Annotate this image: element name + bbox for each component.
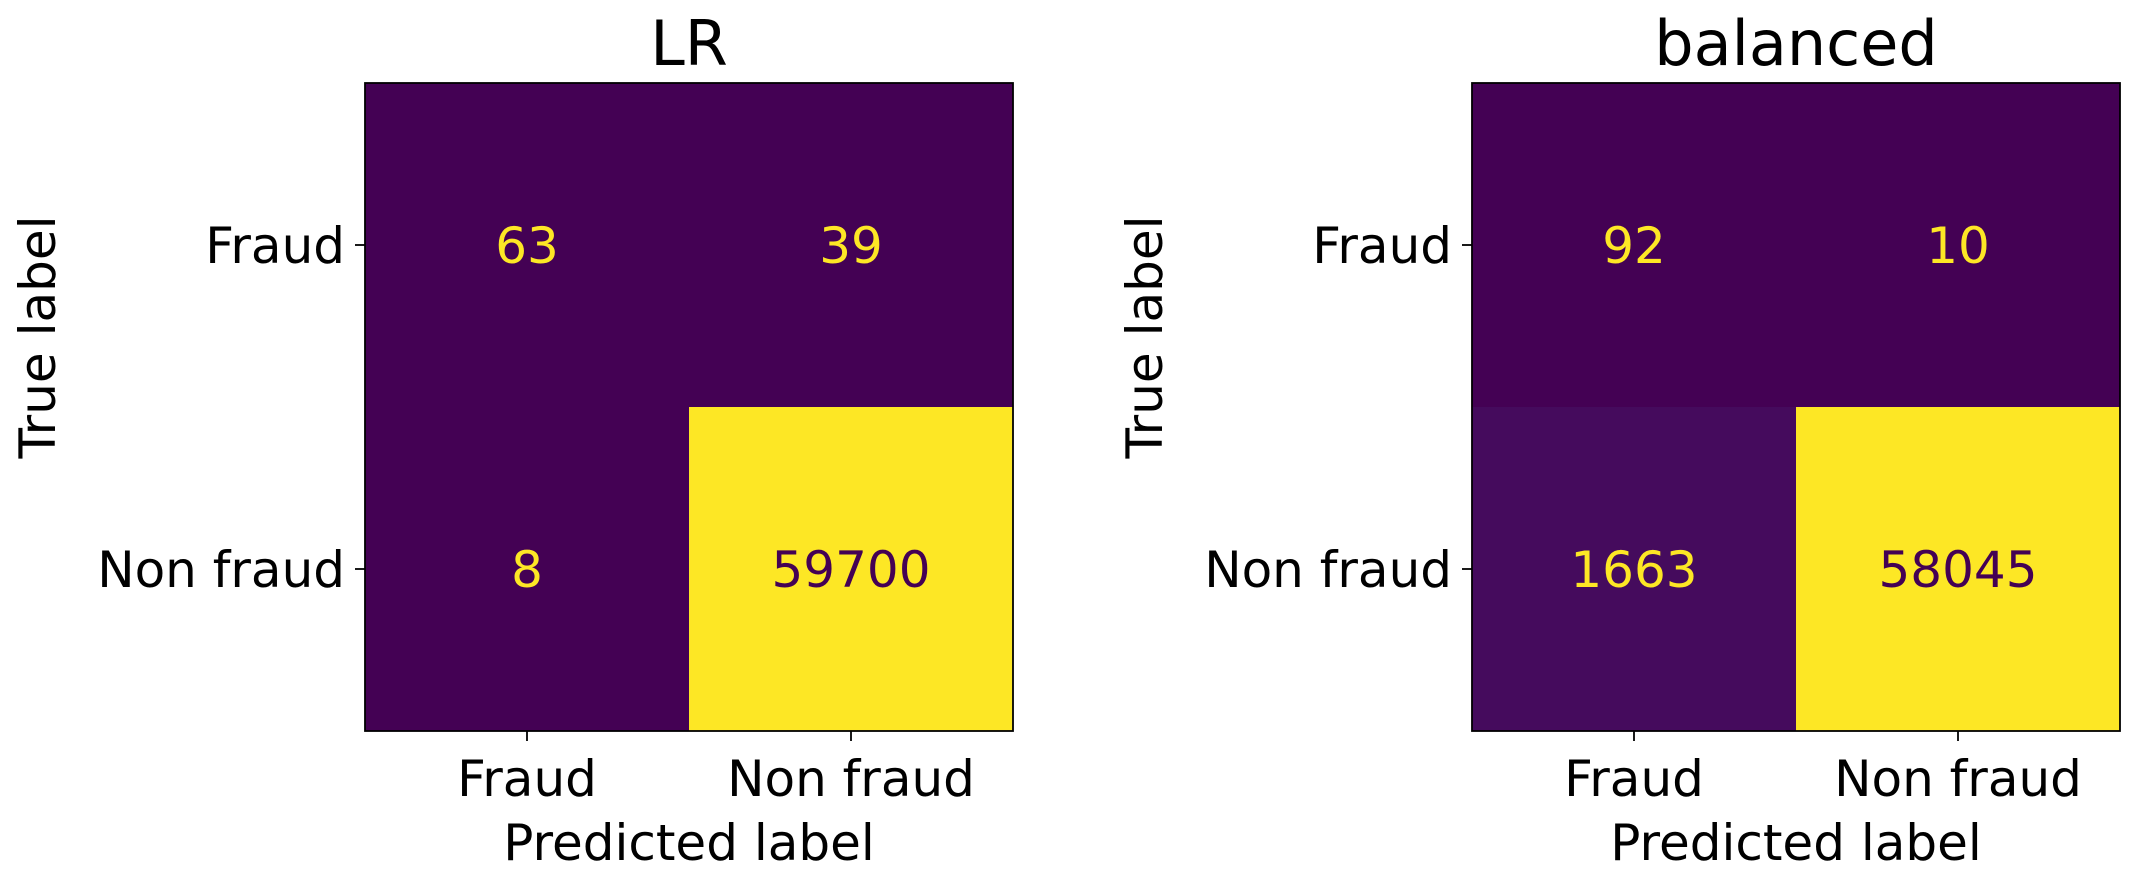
y-tick-label: Fraud [1312,217,1452,275]
x-axis-label: Predicted label [1610,814,1982,872]
x-tick-label: Non fraud [727,750,975,808]
cell-value-r0-c1: 39 [819,217,883,275]
plot-frame [1471,82,2121,732]
cell-value-r1-c1: 59700 [771,541,930,599]
confusion-matrix-panel-2: 92 10 1663 58045 Fraud Non fraud Fraud Non frau… [1116,7,2121,872]
matrix-cell-r1-c1 [1796,407,2120,731]
confusion-matrix-panel-1: 63 39 8 59700 Fraud Non fraud Fraud Non fraud LR… [9,7,1014,872]
x-tick-label: Non fraud [1834,750,2082,808]
matrix-cell-r1-c0 [1472,407,1796,731]
x-axis-label: Predicted label [503,814,875,872]
matrix-cell-r0-c1 [689,83,1013,407]
y-tick-label: Non fraud [97,541,345,599]
matrix-cell-r0-c0 [365,83,689,407]
y-tick-label: Non fraud [1204,541,1452,599]
cell-value-r1-c0: 8 [511,541,543,599]
cell-value-r0-c1: 10 [1926,217,1990,275]
matrix-cell-r1-c0 [365,407,689,731]
cell-value-r1-c1: 58045 [1878,541,2037,599]
cell-value-r0-c0: 63 [495,217,559,275]
matrix-cell-r0-c1 [1796,83,2120,407]
x-tick-label: Fraud [457,750,597,808]
matrix-cell-r0-c0 [1472,83,1796,407]
plot-frame [364,82,1014,732]
y-tick-label: Fraud [205,217,345,275]
y-axis-label: True label [1116,215,1174,459]
matrix-cell-r1-c1 [689,407,1013,731]
y-axis-label: True label [9,215,67,459]
chart-title: LR [650,7,728,80]
x-tick-label: Fraud [1564,750,1704,808]
chart-title: balanced [1654,7,1937,80]
cell-value-r0-c0: 92 [1602,217,1666,275]
cell-value-r1-c0: 1663 [1570,541,1697,599]
